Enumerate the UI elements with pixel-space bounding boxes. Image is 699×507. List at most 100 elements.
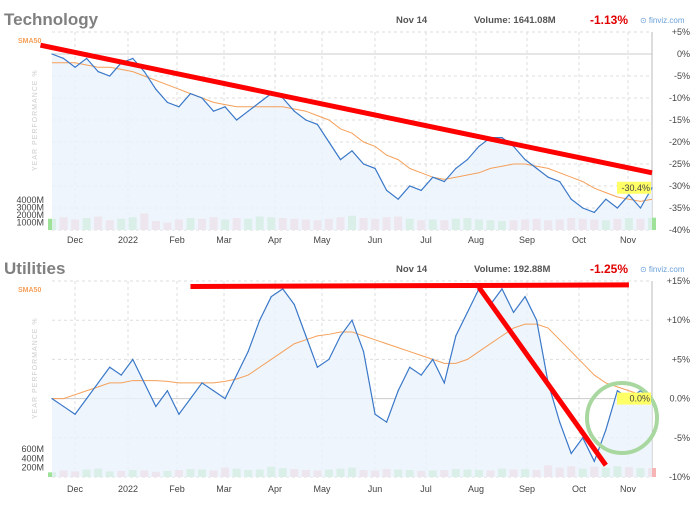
data-point xyxy=(62,405,65,408)
data-point xyxy=(224,398,226,400)
data-point xyxy=(478,145,480,147)
x-tick-label: Mar xyxy=(216,235,232,245)
data-point xyxy=(305,119,307,121)
x-tick-label: Jun xyxy=(368,484,383,494)
data-point xyxy=(362,163,365,165)
trend-line xyxy=(476,285,608,467)
y-tick-label: 0.0% xyxy=(669,394,690,404)
x-tick-label: 2022 xyxy=(118,484,138,494)
data-point xyxy=(120,374,122,376)
data-point xyxy=(132,57,134,60)
data-point xyxy=(328,358,330,360)
y-tick-label: -35% xyxy=(669,203,690,213)
data-point xyxy=(328,141,330,143)
x-tick-label: Oct xyxy=(572,484,587,494)
data-point xyxy=(247,110,249,112)
data-point xyxy=(559,181,561,183)
data-point xyxy=(166,390,168,392)
data-point xyxy=(512,311,515,313)
last-value-label: 0.0% xyxy=(629,394,650,404)
trend-line xyxy=(190,282,629,289)
data-point xyxy=(432,176,434,178)
chart-title: Technology xyxy=(4,10,99,29)
data-point xyxy=(362,350,365,353)
finviz-brand: ⊙ finviz.com xyxy=(640,265,685,274)
y-tick-label: -25% xyxy=(669,159,690,169)
data-point xyxy=(62,57,65,60)
volume-tick-label: 600M xyxy=(21,444,44,454)
data-point xyxy=(570,198,572,200)
data-point xyxy=(386,421,388,423)
chart-title: Utilities xyxy=(4,259,65,278)
data-point xyxy=(628,194,630,196)
x-tick-label: Feb xyxy=(169,484,185,494)
x-tick-label: May xyxy=(313,484,331,494)
x-tick-label: Aug xyxy=(468,235,484,245)
highlight-circle xyxy=(585,381,659,455)
data-point xyxy=(339,159,342,161)
y-tick-label: +10% xyxy=(667,315,690,325)
data-point xyxy=(605,429,607,431)
y-tick-label: -10% xyxy=(669,93,690,103)
volume-tick-label: 4000M xyxy=(16,195,44,205)
data-point xyxy=(86,57,88,60)
data-point xyxy=(316,123,318,125)
data-point xyxy=(432,358,434,360)
data-point xyxy=(639,207,642,209)
data-point xyxy=(593,211,595,213)
data-point xyxy=(374,413,376,415)
data-point xyxy=(616,390,618,392)
sma-label: SMA50 xyxy=(18,287,41,294)
chart-date: Nov 14 xyxy=(396,15,428,26)
data-point xyxy=(559,421,561,423)
chart-volume: Volume: 1641.08M xyxy=(474,15,556,26)
data-point xyxy=(178,106,180,108)
last-value-highlight xyxy=(617,392,651,405)
x-tick-label: Jun xyxy=(368,235,383,245)
x-tick-label: Nov xyxy=(620,235,637,245)
data-point xyxy=(524,159,526,161)
volume-tick-label: 400M xyxy=(21,453,44,463)
volume-tick-label: 2000M xyxy=(16,210,44,220)
volume-tick-label: 200M xyxy=(21,463,44,473)
data-point xyxy=(189,93,192,95)
sma-label: SMA50 xyxy=(18,38,41,45)
x-tick-label: Nov xyxy=(620,484,637,494)
y-tick-label: -40% xyxy=(669,225,690,235)
y-axis-label: YEAR PERFORMANCE % xyxy=(32,69,39,171)
data-point xyxy=(166,101,168,103)
data-point xyxy=(420,374,422,376)
data-point xyxy=(374,167,376,169)
data-point xyxy=(316,366,318,368)
data-point xyxy=(201,382,203,384)
performance-area xyxy=(52,288,652,477)
data-point xyxy=(420,189,422,191)
y-tick-label: -30% xyxy=(669,181,690,191)
data-point xyxy=(259,101,261,103)
data-point xyxy=(293,110,295,112)
data-point xyxy=(455,167,457,169)
data-point xyxy=(109,366,111,368)
x-tick-label: Feb xyxy=(169,235,185,245)
x-tick-label: Jul xyxy=(420,235,432,245)
data-point xyxy=(651,187,653,189)
data-point xyxy=(351,150,353,152)
volume-tick-label: 3000M xyxy=(16,203,44,213)
x-tick-label: Dec xyxy=(67,235,84,245)
x-tick-label: Apr xyxy=(268,235,282,245)
data-point xyxy=(224,106,226,108)
data-point xyxy=(155,88,157,90)
data-point xyxy=(501,288,503,290)
volume-tick-label: 1000M xyxy=(16,218,44,228)
data-point xyxy=(189,398,192,400)
data-point xyxy=(547,176,549,178)
data-point xyxy=(616,207,618,209)
trend-line xyxy=(39,42,653,176)
data-point xyxy=(397,390,399,392)
data-point xyxy=(536,167,538,169)
data-point xyxy=(201,97,203,99)
data-point xyxy=(86,398,88,400)
data-point xyxy=(212,390,215,392)
sma50-line xyxy=(52,323,653,400)
